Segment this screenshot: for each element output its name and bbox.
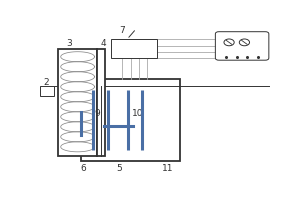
- Text: A: A: [242, 51, 247, 56]
- Bar: [58, 49, 97, 156]
- Text: V: V: [227, 51, 231, 56]
- Text: 4: 4: [101, 39, 106, 48]
- Text: 3: 3: [66, 39, 72, 48]
- Text: 10: 10: [132, 109, 143, 118]
- Text: 6: 6: [81, 164, 86, 173]
- Text: 实时监控系统: 实时监控系统: [121, 45, 147, 52]
- Text: 5: 5: [116, 164, 122, 173]
- Bar: [40, 86, 54, 96]
- Text: 2: 2: [44, 78, 49, 87]
- FancyBboxPatch shape: [215, 32, 269, 60]
- Bar: [97, 49, 105, 156]
- Text: 9: 9: [94, 109, 100, 118]
- Text: 7: 7: [119, 26, 125, 35]
- Text: 11: 11: [162, 164, 173, 173]
- Bar: [80, 79, 181, 161]
- Bar: [111, 39, 157, 58]
